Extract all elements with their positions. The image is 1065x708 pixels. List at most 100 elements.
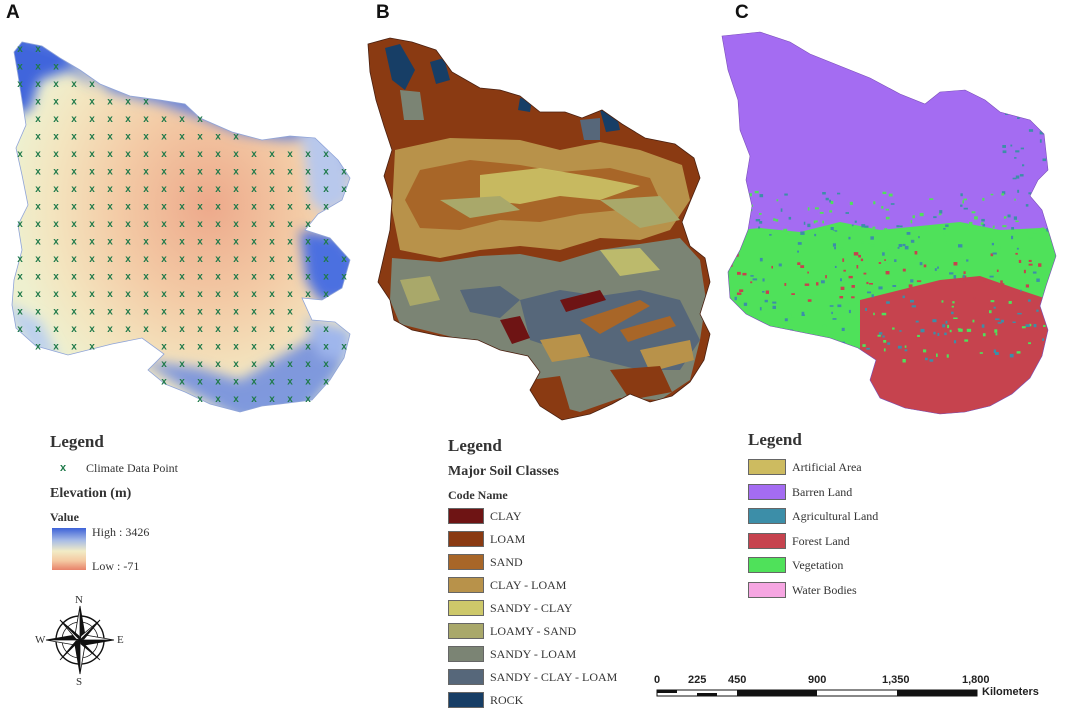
climate-data-point: x — [215, 394, 221, 405]
climate-data-point: x — [89, 132, 95, 143]
climate-data-point: x — [53, 114, 59, 125]
climate-data-point: x — [53, 237, 59, 248]
climate-data-point: x — [287, 359, 293, 370]
climate-data-point: x — [269, 167, 275, 178]
land-use-speckle — [1049, 197, 1055, 200]
climate-data-point: x — [287, 289, 293, 300]
land-use-speckle — [744, 343, 749, 346]
land-use-speckle — [829, 343, 833, 346]
climate-data-point: x — [35, 324, 41, 335]
land-use-speckle — [840, 247, 844, 250]
land-use-speckle — [1038, 70, 1042, 75]
soil-legend-label: SANDY - CLAY — [490, 601, 573, 615]
climate-data-point: x — [287, 307, 293, 318]
land-use-speckle — [1001, 191, 1006, 195]
land-use-legend-swatch — [748, 483, 786, 500]
climate-data-point: x — [17, 289, 23, 300]
climate-data-point: x — [215, 359, 221, 370]
climate-data-point: x — [143, 114, 149, 125]
land-use-speckle — [964, 339, 969, 342]
climate-data-point: x — [233, 377, 239, 388]
land-use-speckle — [870, 236, 874, 240]
climate-data-point: x — [215, 324, 221, 335]
climate-data-point: x — [197, 254, 203, 265]
soil-legend-label: SAND — [490, 555, 523, 569]
land-use-speckle — [807, 299, 812, 302]
climate-data-point: x — [323, 254, 329, 265]
land-use-speckle — [997, 246, 1001, 249]
climate-data-point: x — [251, 184, 257, 195]
land-use-speckle — [892, 285, 897, 287]
land-use-speckle — [867, 291, 872, 294]
land-use-speckle — [1023, 269, 1026, 274]
land-use-speckle — [778, 333, 783, 336]
land-use-speckle — [1042, 122, 1046, 125]
land-use-speckle — [1015, 150, 1020, 153]
land-use-speckle — [929, 359, 934, 362]
land-use-speckle — [776, 199, 779, 202]
land-use-speckle — [1042, 338, 1044, 341]
land-use-map — [721, 31, 1059, 415]
land-use-speckle — [946, 354, 949, 358]
soil-legend-label: ROCK — [490, 693, 524, 707]
land-use-speckle — [829, 210, 833, 213]
land-use-speckle — [813, 220, 816, 224]
climate-data-point: x — [323, 167, 329, 178]
land-use-speckle — [966, 328, 972, 332]
land-use-speckle — [1045, 302, 1049, 305]
climate-data-point: x — [143, 132, 149, 143]
climate-data-point: x — [341, 272, 347, 283]
land-use-speckle — [997, 322, 1002, 324]
climate-data-point: x — [161, 289, 167, 300]
land-use-speckle — [1036, 119, 1039, 122]
climate-data-point: x — [161, 219, 167, 230]
land-use-speckle — [816, 282, 819, 286]
land-use-speckle — [883, 348, 886, 352]
climate-data-point: x — [89, 97, 95, 108]
land-use-speckle — [911, 305, 916, 308]
climate-data-point: x — [233, 324, 239, 335]
land-use-speckle — [881, 206, 884, 209]
land-use-speckle — [881, 312, 887, 316]
land-use-speckle — [882, 191, 887, 195]
climate-data-point: x — [89, 184, 95, 195]
climate-data-point: x — [251, 167, 257, 178]
climate-data-point: x — [233, 254, 239, 265]
climate-data-point: x — [71, 184, 77, 195]
climate-data-point: x — [233, 289, 239, 300]
land-use-speckle — [834, 265, 837, 268]
scale-tick-label: 450 — [728, 674, 747, 686]
land-use-speckle — [963, 198, 967, 201]
land-use-speckle — [885, 208, 889, 211]
land-use-speckle — [982, 197, 985, 201]
soil-legend-swatch — [448, 577, 484, 593]
land-use-speckle — [929, 198, 934, 200]
land-use-speckle — [872, 226, 876, 229]
land-use-speckle — [1052, 173, 1056, 177]
land-use-speckle — [1056, 306, 1059, 309]
land-use-speckle — [885, 216, 890, 220]
land-use-speckle — [739, 289, 744, 292]
climate-data-point: x — [143, 149, 149, 160]
land-use-speckle — [1025, 324, 1030, 327]
climate-data-point: x — [161, 167, 167, 178]
climate-data-point: x — [53, 167, 59, 178]
land-use-speckle — [918, 236, 920, 239]
land-use-speckle — [731, 246, 735, 249]
land-use-speckle — [760, 359, 765, 362]
land-use-speckle — [996, 269, 999, 272]
climate-data-point: x — [197, 377, 203, 388]
land-use-speckle — [1055, 159, 1056, 162]
climate-data-point: x — [125, 149, 131, 160]
land-use-speckle — [743, 302, 748, 306]
climate-data-point: x — [89, 114, 95, 125]
climate-data-point: x — [305, 219, 311, 230]
land-use-speckle — [899, 330, 902, 332]
land-use-speckle — [897, 345, 902, 349]
climate-data-point: x — [323, 289, 329, 300]
land-use-speckle — [1032, 82, 1035, 85]
land-use-speckle — [1035, 54, 1037, 58]
land-use-speckle — [779, 239, 784, 243]
land-use-speckle — [793, 332, 796, 335]
climate-data-point: x — [71, 167, 77, 178]
